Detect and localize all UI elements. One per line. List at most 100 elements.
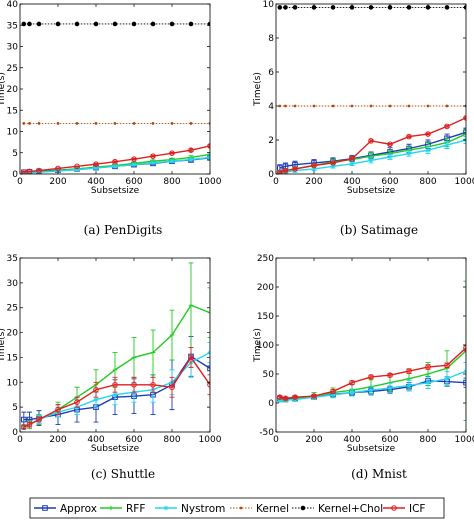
- data-point: [112, 21, 118, 27]
- y-tick-label: 150: [257, 312, 274, 322]
- legend-label: Nystrom: [181, 503, 225, 515]
- data-point: [463, 345, 466, 351]
- data-point: [349, 155, 355, 162]
- series-nystrom: [277, 361, 466, 403]
- data-point: [463, 131, 466, 137]
- y-tick-label: 5: [12, 149, 18, 159]
- y-axis-label: Time(s): [253, 72, 263, 107]
- x-axis-label: Subsetsize: [347, 444, 396, 454]
- error-bar: [463, 280, 466, 421]
- legend-entry-rff: RFF: [100, 503, 145, 515]
- data-point: [21, 169, 27, 174]
- data-point: [349, 379, 355, 386]
- data-point: [406, 151, 412, 156]
- x-tick-label: 600: [125, 435, 142, 445]
- data-point: [463, 115, 466, 121]
- data-point: [207, 310, 210, 315]
- data-point: [292, 168, 298, 173]
- chart-panel-3: 0 200 400 600 800 1000 0 5 10 15 20 25 30 35 Subsetsiz…: [0, 254, 222, 481]
- data-point: [311, 393, 317, 399]
- series-line: [279, 117, 466, 173]
- x-tick-label: 200: [49, 177, 66, 187]
- x-tick-label: 800: [163, 177, 180, 187]
- y-axis-label: Time(s): [0, 72, 7, 107]
- error-bar: [463, 377, 466, 388]
- y-tick-label: 0: [268, 399, 274, 409]
- data-point: [425, 131, 431, 137]
- data-point: [150, 153, 156, 159]
- data-point: [188, 354, 194, 361]
- y-tick-label: 15: [7, 106, 18, 116]
- data-point: [74, 163, 80, 170]
- legend-label: Kernel: [256, 503, 289, 515]
- x-tick-label: 200: [305, 177, 322, 187]
- x-axis-label: Subsetsize: [91, 186, 140, 196]
- data-point: [293, 104, 297, 108]
- x-tick-label: 400: [87, 435, 104, 445]
- data-point: [277, 5, 283, 10]
- data-point: [93, 165, 99, 171]
- series-line: [279, 131, 466, 169]
- chart-panel-2: 0 200 400 600 800 1000 0 2 4 6 8 10 Subsetsize Time(s…: [253, 0, 474, 237]
- data-point: [189, 122, 193, 125]
- y-tick-label: 0: [12, 170, 18, 180]
- x-tick-label: 400: [343, 435, 360, 445]
- y-tick-label: 25: [7, 304, 18, 314]
- data-point: [463, 379, 466, 386]
- x-tick-label: 1000: [455, 435, 474, 445]
- data-point: [406, 133, 412, 140]
- x-tick-label: 600: [125, 177, 142, 187]
- data-point: [21, 416, 27, 423]
- data-point: [150, 381, 156, 388]
- data-point: [387, 154, 393, 160]
- y-tick-label: 10: [7, 128, 19, 138]
- series-icf: [21, 347, 210, 430]
- series-kernel: [22, 122, 210, 125]
- x-tick-label: 800: [419, 177, 436, 187]
- data-point: [330, 392, 336, 398]
- data-point: [277, 394, 283, 401]
- panel-caption: (b) Satimage: [340, 223, 418, 237]
- y-tick-label: 8: [268, 34, 274, 44]
- legend-label: ICF: [409, 503, 425, 515]
- series-line: [23, 356, 210, 428]
- panel-caption: (c) Shuttle: [91, 467, 155, 481]
- x-tick-label: 0: [273, 435, 279, 445]
- data-point: [277, 398, 283, 403]
- y-tick-label: 0: [268, 170, 274, 180]
- panel-caption: (a) PenDigits: [84, 223, 163, 237]
- data-point: [36, 21, 42, 27]
- error-bar: [207, 374, 210, 396]
- data-point: [26, 421, 33, 428]
- data-point: [312, 104, 316, 108]
- legend-entry-kernel-chol: Kernel+Chol: [292, 503, 383, 515]
- data-point: [463, 5, 466, 10]
- error-bar: [207, 342, 210, 363]
- panel-caption: (d) Mnist: [351, 467, 407, 481]
- y-tick-label: 200: [257, 283, 274, 293]
- data-point: [36, 167, 42, 174]
- data-point: [330, 160, 336, 166]
- y-tick-label: 100: [257, 341, 274, 351]
- y-tick-label: 2: [268, 136, 274, 146]
- data-point: [282, 395, 289, 402]
- y-tick-label: 25: [7, 64, 18, 74]
- plot-area: [276, 4, 466, 174]
- data-point: [170, 122, 174, 125]
- data-point: [188, 157, 194, 162]
- data-point: [131, 21, 137, 27]
- data-layer: [21, 262, 210, 430]
- data-point: [93, 21, 99, 27]
- data-point: [406, 368, 412, 374]
- data-point: [445, 104, 449, 108]
- data-point: [369, 104, 373, 108]
- data-point: [278, 104, 282, 108]
- data-point: [425, 147, 431, 153]
- plot-area: [20, 4, 210, 174]
- y-tick-label: 5: [12, 403, 18, 413]
- legend: Approx RFF Nystrom Kernel Kernel+Chol ICF: [29, 497, 445, 519]
- data-point: [330, 164, 336, 169]
- data-point: [387, 141, 393, 148]
- data-point: [368, 158, 374, 163]
- data-point: [55, 406, 61, 413]
